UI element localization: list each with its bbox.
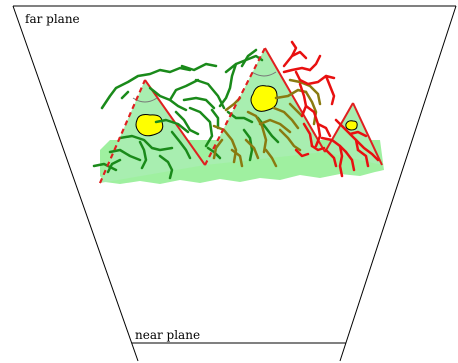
hidden-edges bbox=[99, 47, 266, 184]
frustum-right-edge bbox=[339, 5, 457, 362]
branches-dark-green bbox=[92, 48, 280, 180]
cone-left bbox=[99, 79, 206, 184]
highlight-blob-left bbox=[135, 114, 164, 137]
near-plane-label: near plane bbox=[135, 328, 201, 342]
branches-red bbox=[282, 40, 380, 178]
cone-middle bbox=[204, 47, 326, 166]
frustum-left-edge bbox=[12, 5, 139, 362]
far-plane-label: far plane bbox=[25, 12, 80, 26]
highlight-blob-right bbox=[345, 120, 358, 131]
view-frustum bbox=[12, 5, 457, 362]
highlight-blob-middle bbox=[250, 85, 278, 112]
